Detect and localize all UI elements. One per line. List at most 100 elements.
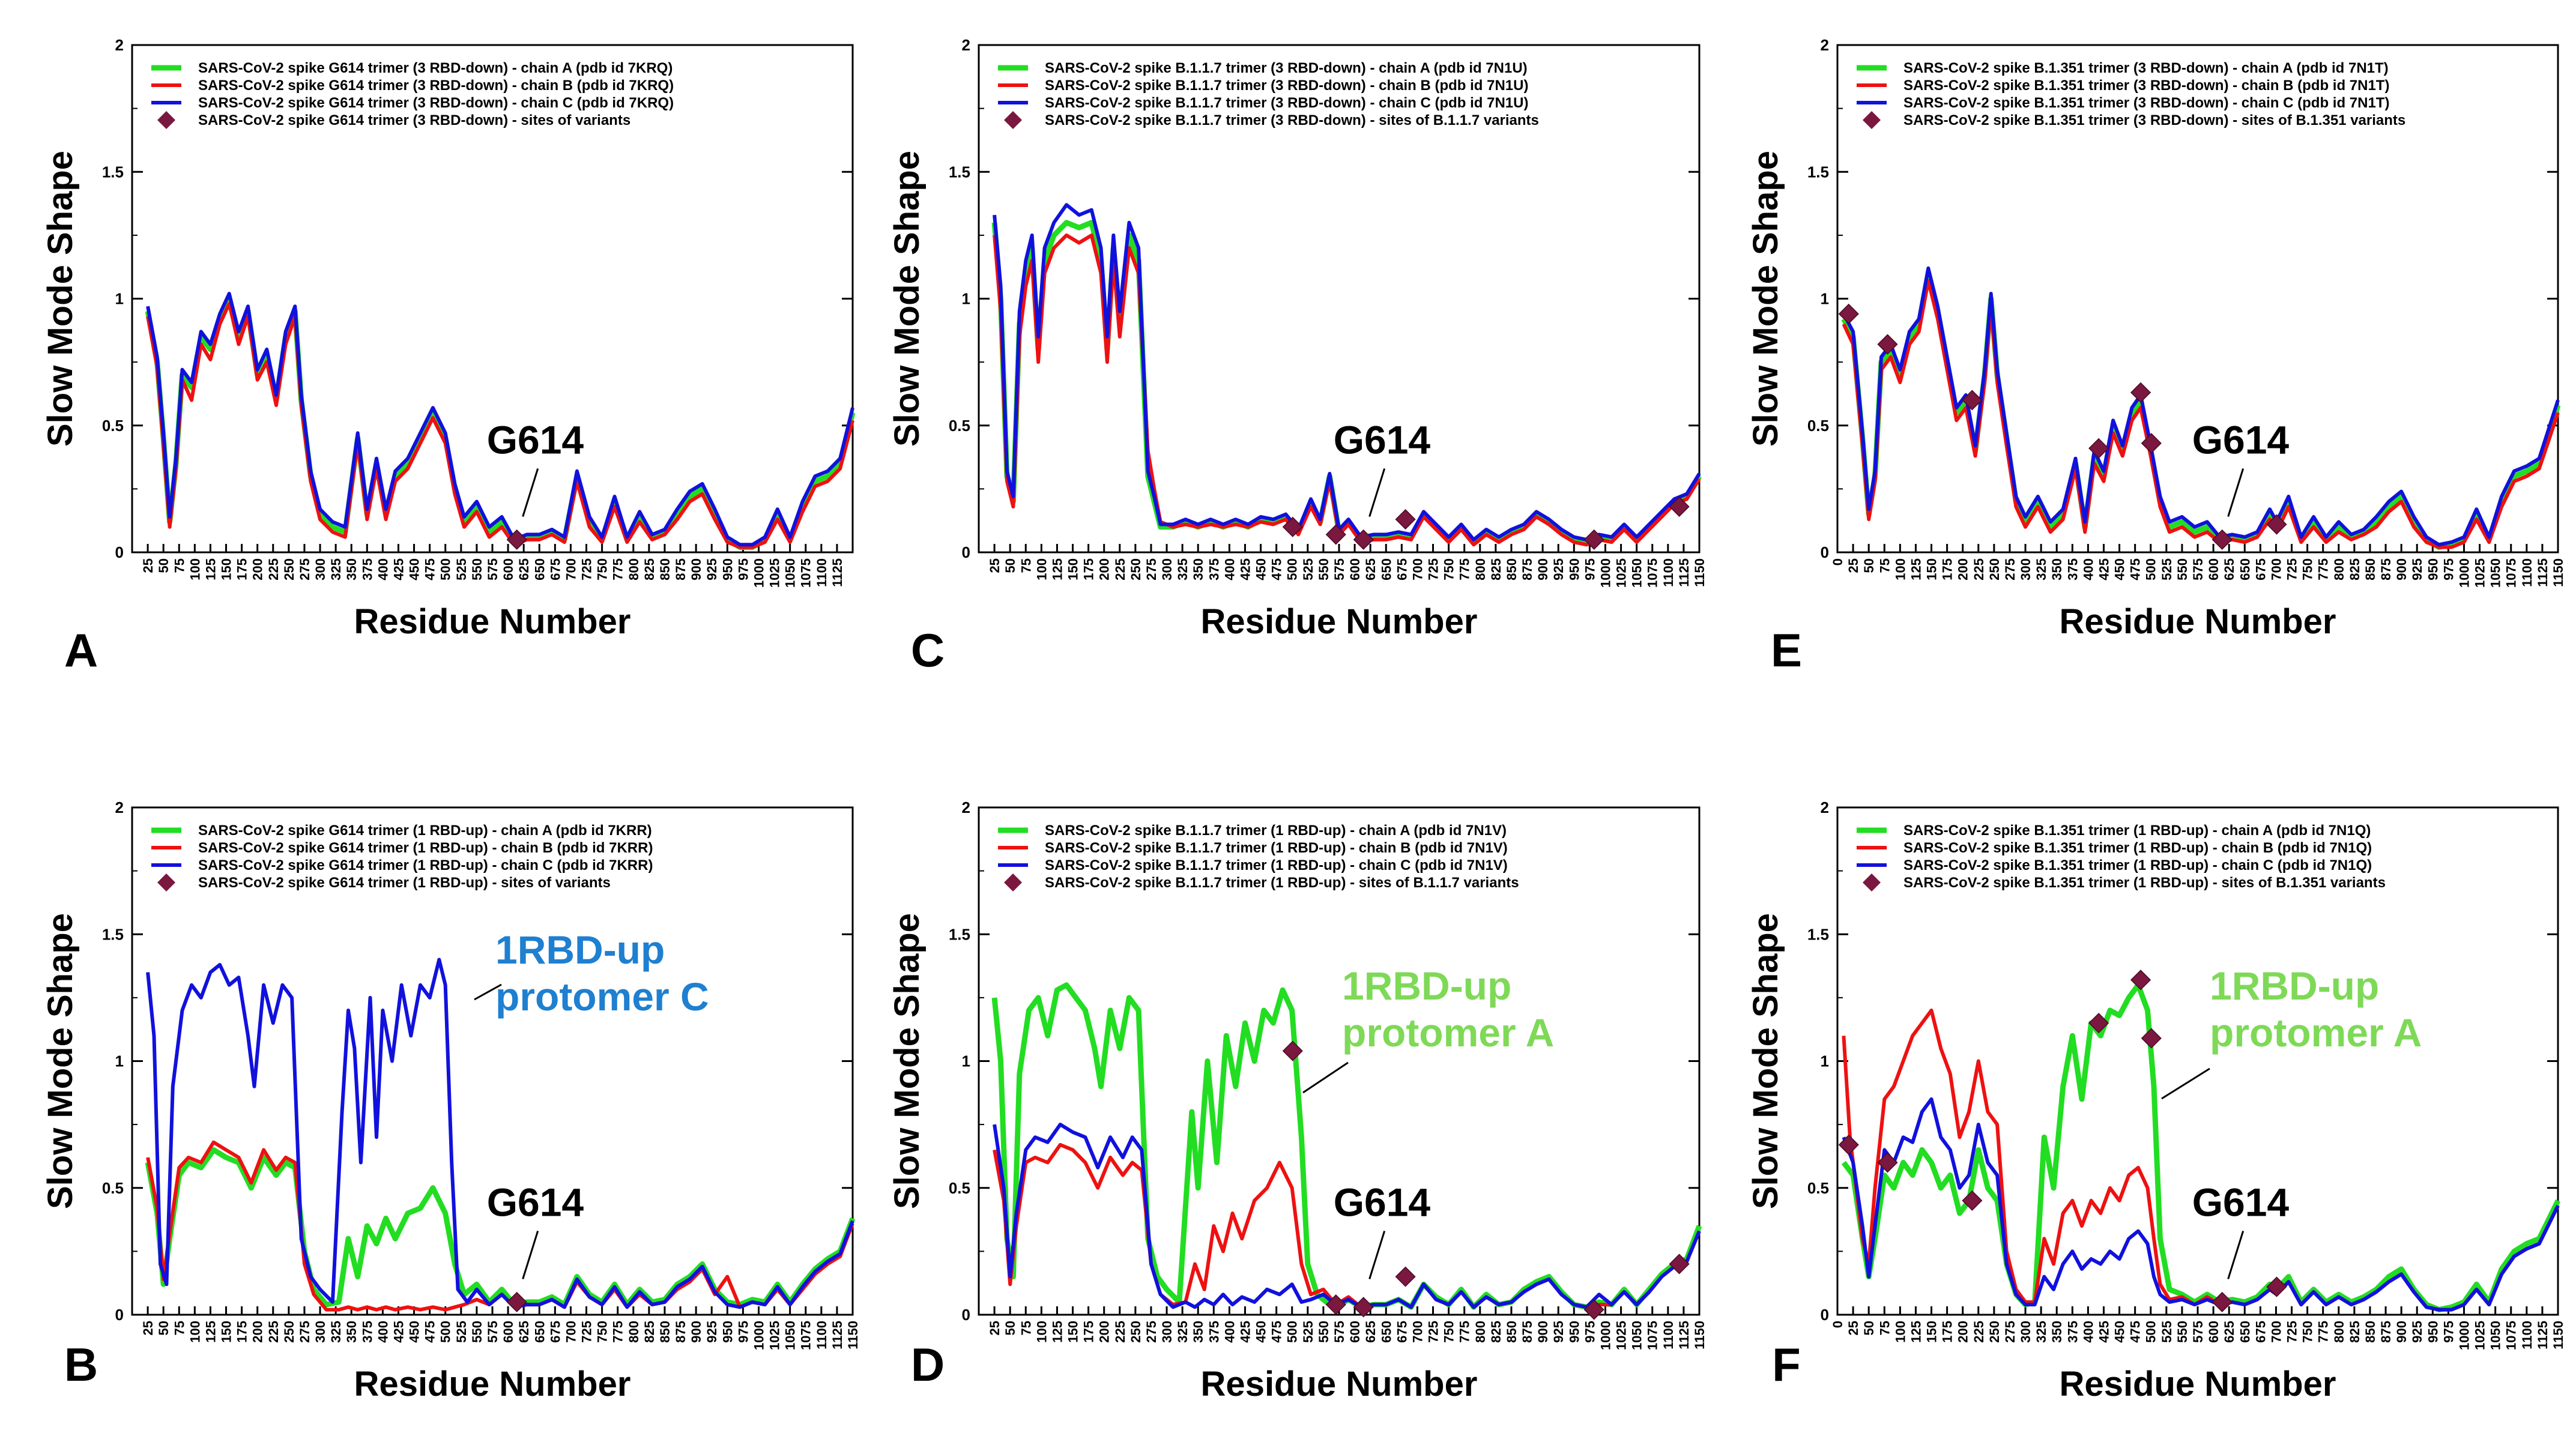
- x-tick-label: 200: [1097, 1321, 1112, 1343]
- legend-entry: SARS-CoV-2 spike B.1.1.7 trimer (3 RBD-d…: [1045, 77, 1528, 94]
- annotation-leader: [1368, 468, 1386, 517]
- y-tick-label: 2: [115, 798, 124, 816]
- x-tick-label: 1075: [799, 1321, 814, 1350]
- x-tick-label: 225: [266, 558, 281, 581]
- x-tick-label: 675: [548, 1321, 563, 1343]
- x-axis-title: Residue Number: [2060, 602, 2336, 641]
- x-tick-label: 1150: [1692, 558, 1707, 587]
- x-tick-label: 1025: [1614, 558, 1629, 588]
- x-tick-label: 75: [172, 1321, 187, 1335]
- x-tick-label: 800: [2332, 558, 2347, 581]
- x-tick-label: 575: [1332, 558, 1347, 581]
- x-tick-label: 875: [2378, 558, 2393, 581]
- x-tick-label: 925: [2410, 558, 2425, 581]
- x-tick-label: 1150: [2551, 558, 2566, 587]
- x-tick-label: 375: [2065, 1321, 2080, 1343]
- x-tick-label: 950: [1567, 1321, 1582, 1343]
- x-tick-label: 600: [501, 1321, 516, 1343]
- x-tick-label: 1100: [814, 558, 829, 587]
- y-tick-label: 1: [1821, 1052, 1829, 1070]
- x-tick-label: 200: [1956, 1321, 1971, 1343]
- legend-entry: SARS-CoV-2 spike G614 trimer (1 RBD-up) …: [198, 822, 652, 839]
- x-tick-label: 725: [579, 1321, 594, 1343]
- x-tick-label: 525: [2159, 558, 2174, 581]
- x-tick-label: 975: [736, 1321, 751, 1343]
- series-line-chain-b: [146, 1140, 854, 1312]
- y-tick-label: 2: [1821, 798, 1829, 816]
- variant-marker: [1325, 524, 1346, 545]
- x-tick-label: 500: [438, 1321, 453, 1343]
- x-tick-label: 550: [1316, 1321, 1331, 1343]
- annotation-leader: [2161, 1067, 2210, 1100]
- x-tick-label: 775: [2316, 558, 2331, 581]
- x-tick-label: 1000: [751, 1321, 766, 1350]
- x-tick-label: 725: [579, 558, 594, 581]
- x-tick-label: 625: [1363, 558, 1378, 581]
- x-tick-label: 675: [2253, 1321, 2268, 1343]
- y-tick-label: 0.5: [102, 417, 124, 435]
- legend-entry: SARS-CoV-2 spike B.1.351 trimer (1 RBD-u…: [1903, 840, 2372, 856]
- variant-marker: [2088, 1013, 2109, 1034]
- x-tick-label: 800: [2332, 1321, 2347, 1343]
- x-tick-label: 800: [626, 558, 641, 581]
- x-tick-label: 500: [1285, 1321, 1300, 1343]
- x-tick-label: 1100: [2520, 1321, 2535, 1350]
- x-tick-label: 750: [595, 1321, 610, 1343]
- annotation-line-1: 1RBD-up: [495, 928, 665, 972]
- x-tick-label: 875: [673, 558, 688, 581]
- x-tick-label: 650: [532, 1321, 547, 1343]
- x-tick-label: 400: [2081, 558, 2096, 581]
- x-tick-label: 950: [720, 1321, 735, 1343]
- x-tick-label: 750: [595, 558, 610, 581]
- variant-marker: [1669, 1253, 1690, 1275]
- variant-marker: [1395, 1266, 1416, 1287]
- x-tick-label: 950: [1567, 558, 1582, 581]
- x-tick-label: 825: [642, 558, 657, 581]
- chart-panel-e: 00.511.520 25 50 75 100 125 150 175 200 225 250 275…: [1746, 36, 2566, 677]
- legend-swatch-variants: [1863, 111, 1881, 129]
- legend-entry: SARS-CoV-2 spike B.1.351 trimer (3 RBD-d…: [1903, 60, 2389, 76]
- x-tick-label: 225: [266, 1321, 281, 1343]
- x-tick-label: 425: [391, 558, 406, 581]
- annotation-leader: [474, 983, 502, 1001]
- x-tick-label: 275: [2003, 558, 2018, 581]
- y-tick-label: 0.5: [949, 417, 970, 435]
- x-tick-label: 850: [1504, 1321, 1519, 1343]
- x-tick-label: 200: [1097, 558, 1112, 581]
- variant-marker: [1838, 303, 1859, 324]
- x-tick-label: 925: [1551, 1321, 1566, 1343]
- annotation-line-2: protomer A: [1342, 1010, 1554, 1055]
- y-tick-label: 1: [115, 290, 124, 308]
- x-tick-label: 375: [2065, 558, 2080, 581]
- x-tick-label: 325: [1175, 558, 1190, 581]
- x-tick-label: 950: [720, 558, 735, 581]
- x-tick-label: 300: [2018, 1321, 2033, 1343]
- series-line-chain-c: [1842, 1097, 2560, 1312]
- x-tick-label: 850: [658, 558, 673, 581]
- x-tick-label: 1125: [2535, 1321, 2550, 1350]
- annotation-leader: [1302, 1061, 1349, 1094]
- x-tick-label: 575: [2191, 558, 2206, 581]
- variant-marker: [2266, 514, 2287, 535]
- x-tick-label: 50: [156, 1321, 171, 1335]
- legend: SARS-CoV-2 spike G614 trimer (1 RBD-up) …: [151, 822, 653, 891]
- x-tick-label: 925: [704, 1321, 719, 1343]
- x-tick-label: 650: [1379, 1321, 1394, 1343]
- x-tick-label: 900: [1535, 1321, 1550, 1343]
- x-tick-label: 100: [1893, 558, 1908, 581]
- y-tick-label: 2: [962, 36, 970, 54]
- x-tick-label: 750: [1442, 558, 1457, 581]
- x-tick-label: 525: [1301, 1321, 1316, 1343]
- series-line-chain-b: [1842, 1009, 2560, 1312]
- x-tick-label: 575: [485, 1321, 500, 1343]
- legend-entry: SARS-CoV-2 spike G614 trimer (1 RBD-up) …: [198, 840, 653, 856]
- x-tick-label: 450: [1254, 1321, 1269, 1343]
- variant-marker: [1962, 1190, 1983, 1211]
- x-tick-label: 300: [1160, 558, 1175, 581]
- x-tick-label: 250: [1987, 1321, 2002, 1343]
- legend-entry: SARS-CoV-2 spike G614 trimer (1 RBD-up) …: [198, 875, 611, 891]
- y-tick-label: 0.5: [1807, 417, 1829, 435]
